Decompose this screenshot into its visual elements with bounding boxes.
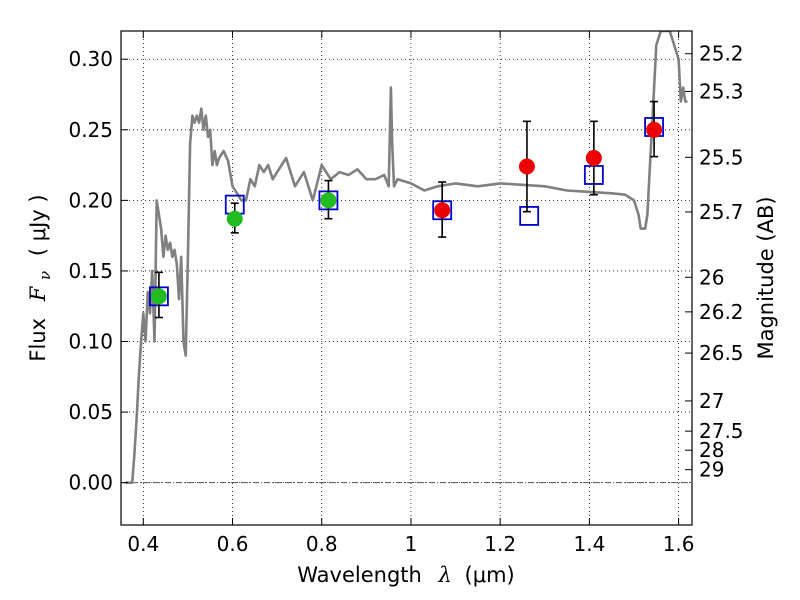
y-axis-label-prefix: Flux (26, 318, 50, 362)
y-axis-label: Flux F ν ( μJy ) (26, 194, 55, 361)
x-tick-label: 0.4 (127, 532, 159, 556)
observed-point (320, 192, 337, 209)
model-photometry-squares (149, 117, 664, 307)
observed-point (646, 121, 663, 138)
x-tick-label: 1.4 (573, 532, 605, 556)
x-tick-label: 0.6 (217, 532, 249, 556)
x-axis-label-prefix: Wavelength (297, 563, 422, 587)
right-tick-label: 28 (699, 438, 724, 462)
right-axis-label: Magnitude (AB) (754, 196, 778, 359)
plot-frame (120, 30, 693, 526)
y-tick-labels: 0.00 0.05 0.10 0.15 0.20 0.25 0.30 (68, 47, 113, 494)
right-tick-label: 29 (699, 458, 724, 482)
y-tick-label: 0.15 (68, 259, 113, 283)
right-tick-label: 25.2 (699, 42, 744, 66)
right-tick-label: 26.2 (699, 300, 744, 324)
x-axis-lambda: λ (438, 563, 452, 587)
right-tick-label: 27.5 (699, 419, 744, 443)
plot-area (125, 31, 688, 484)
model-spectrum-line (125, 31, 688, 484)
x-tick-label: 1 (405, 532, 418, 556)
x-axis-label: Wavelength λ (μm) (297, 563, 514, 587)
y-tick-label: 0.30 (68, 47, 113, 71)
right-tick-label: 27 (699, 389, 724, 413)
y-tick-label: 0.00 (68, 471, 113, 495)
x-axis-unit: (μm) (465, 563, 515, 587)
y-tick-label: 0.10 (68, 330, 113, 354)
right-tick-label: 26.5 (699, 341, 744, 365)
right-tick-label: 26 (699, 265, 724, 289)
right-tick-label: 25.5 (699, 145, 744, 169)
observed-points (150, 121, 663, 305)
error-bars (154, 100, 659, 319)
y-axis-unit: ( μJy ) (26, 194, 50, 256)
x-tick-label: 0.8 (306, 532, 338, 556)
x-tick-label: 1.6 (663, 532, 695, 556)
observed-point (434, 202, 451, 219)
right-tick-label: 25.3 (699, 79, 744, 103)
y-tick-label: 0.25 (68, 118, 113, 142)
observed-point (585, 150, 602, 167)
y-axis-subscript: ν (36, 271, 54, 280)
observed-point (226, 210, 243, 227)
grid (121, 31, 692, 525)
y-tick-label: 0.20 (68, 188, 113, 212)
y-tick-label: 0.05 (68, 400, 113, 424)
model-photometry-square (519, 205, 540, 226)
y-axis-symbol: F (26, 285, 50, 302)
x-tick-labels: 0.4 0.6 0.8 1 1.2 1.4 1.6 (127, 532, 694, 556)
right-tick-label: 25.7 (699, 200, 744, 224)
observed-point (518, 158, 535, 175)
observed-point (150, 288, 167, 305)
x-tick-label: 1.2 (484, 532, 516, 556)
axis-ticks (121, 31, 692, 525)
